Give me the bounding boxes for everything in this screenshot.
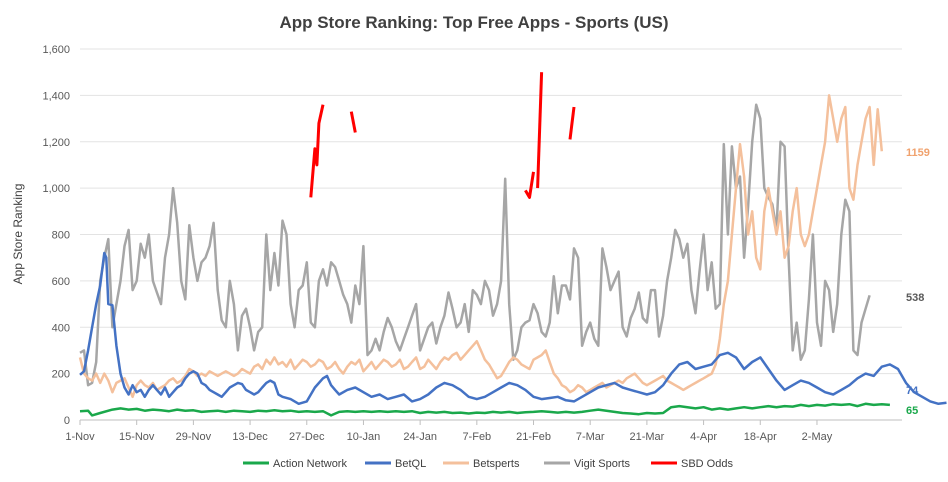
y-tick-label: 800 [52,230,70,242]
y-axis-ticks: 0 200 400 600 800 1,000 1,200 1,400 1,600 [42,44,70,427]
series-line-sbd-odds [536,72,544,189]
y-tick-label: 1,200 [42,137,70,149]
x-axis-ticks: 1-Nov 15-Nov 29-Nov 13-Dec 27-Dec 10-Jan 24-Ja… [65,420,833,443]
y-tick-label: 400 [52,322,70,334]
series-line-sbd-odds [568,106,576,140]
x-tick-label: 15-Nov [119,431,155,443]
x-tick-label: 10-Jan [347,431,381,443]
y-tick-label: 0 [64,415,70,427]
x-tick-label: 21-Feb [516,431,551,443]
y-tick-label: 1,000 [42,183,70,195]
series-line-sbd-odds [524,171,535,199]
legend: Action Network BetQL Betsperts Vigit Sports… [243,458,733,470]
series-line-action-network [79,402,891,417]
y-tick-label: 1,400 [42,90,70,102]
end-labels: 65 74 1159 538 [906,147,930,417]
legend-entry: Action Network [273,458,347,470]
x-tick-label: 1-Nov [65,431,95,443]
x-tick-label: 24-Jan [403,431,437,443]
legend-entry: BetQL [395,458,426,470]
series-end-label: 74 [906,385,919,397]
grid-layer [80,48,902,421]
series-line-sbd-odds [309,104,325,198]
x-tick-label: 7-Feb [462,431,491,443]
x-tick-label: 4-Apr [690,431,717,443]
series-line-betql [79,251,947,406]
x-tick-label: 13-Dec [232,431,268,443]
y-axis-label: App Store Ranking [11,184,25,285]
series-line-sbd-odds [349,111,357,133]
y-tick-label: 200 [52,369,70,381]
series-end-label: 538 [906,292,924,304]
x-tick-label: 18-Apr [744,431,777,443]
chart-title: App Store Ranking: Top Free Apps - Sport… [279,13,668,32]
legend-entry: SBD Odds [681,458,733,470]
x-tick-label: 29-Nov [176,431,212,443]
x-tick-label: 21-Mar [629,431,664,443]
y-tick-label: 1,600 [42,44,70,56]
x-tick-label: 27-Dec [289,431,325,443]
series-layer [78,72,947,417]
series-end-label: 65 [906,405,918,417]
series-line-vigit-sports [79,103,871,387]
legend-entry: Betsperts [473,458,520,470]
x-tick-label: 7-Mar [576,431,605,443]
y-tick-label: 600 [52,276,70,288]
x-tick-label: 2-May [802,431,833,443]
series-end-label: 1159 [906,147,930,159]
legend-entry: Vigit Sports [574,458,631,470]
series-line-betsperts [78,94,884,399]
